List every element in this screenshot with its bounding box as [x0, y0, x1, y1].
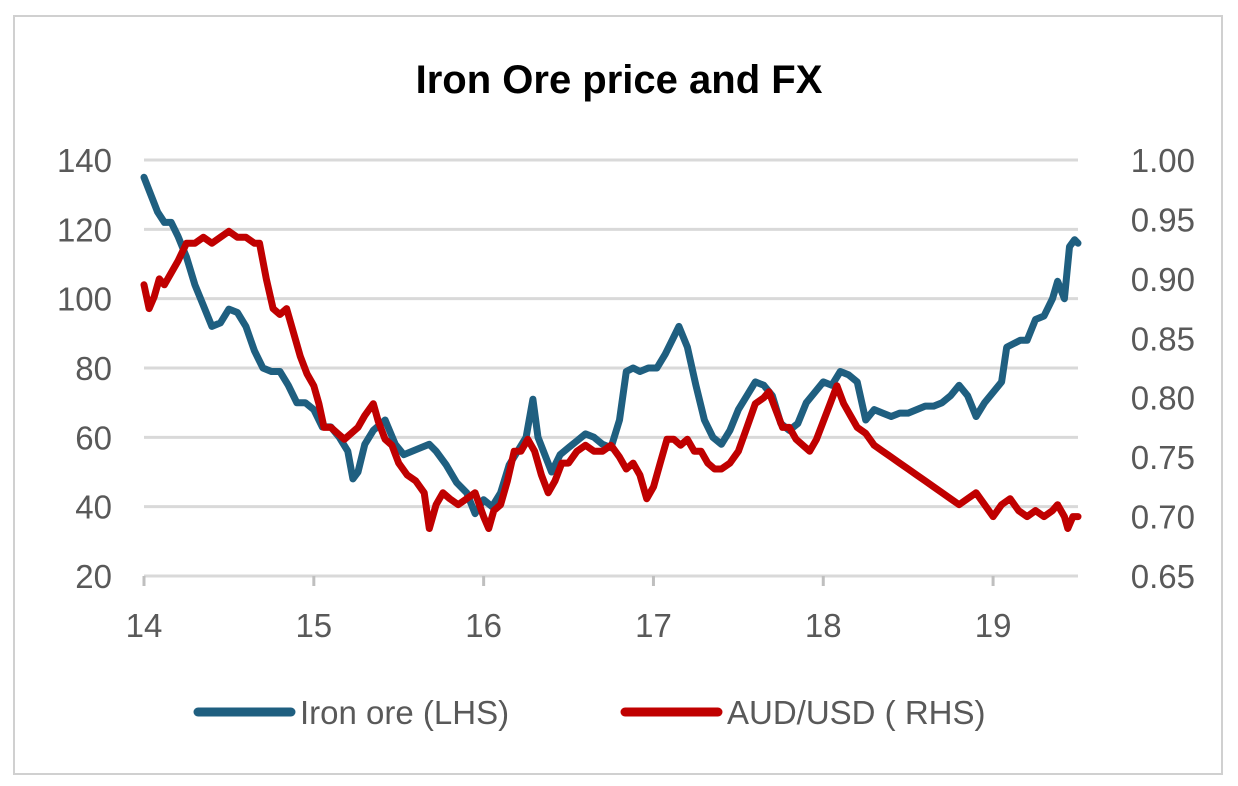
y-left-tick-label: 120 — [57, 211, 112, 248]
legend: Iron ore (LHS) AUD/USD ( RHS) — [193, 694, 986, 731]
y-left-tick-label: 40 — [75, 489, 112, 526]
series-line-iron-ore — [140, 173, 1082, 518]
x-tick-label: 18 — [805, 607, 842, 644]
chart-title: Iron Ore price and FX — [415, 58, 823, 102]
chart-frame — [13, 15, 1223, 775]
y-right-tick-label: 0.95 — [1131, 201, 1195, 238]
y-left-tick-label: 100 — [57, 281, 112, 318]
x-tick-label: 16 — [465, 607, 502, 644]
y-right-tick-label: 0.70 — [1131, 499, 1195, 536]
x-tick-marks — [142, 576, 995, 586]
y-left-tick-labels: 20 40 60 80 100 120 140 — [57, 142, 112, 595]
legend-label: Iron ore (LHS) — [300, 694, 509, 731]
y-left-tick-label: 60 — [75, 419, 112, 456]
y-left-tick-label: 140 — [57, 142, 112, 179]
y-right-tick-label: 0.65 — [1131, 558, 1195, 595]
series-layer — [140, 173, 1082, 532]
x-tick-labels: 14 15 16 17 18 19 — [126, 607, 1012, 644]
y-right-tick-labels: 0.65 0.70 0.75 0.80 0.85 0.90 0.95 1.00 — [1131, 142, 1195, 595]
x-tick-label: 15 — [295, 607, 332, 644]
y-right-tick-label: 0.90 — [1131, 261, 1195, 298]
y-right-tick-label: 0.85 — [1131, 320, 1195, 357]
y-right-tick-label: 0.75 — [1131, 439, 1195, 476]
y-right-tick-label: 0.80 — [1131, 380, 1195, 417]
y-left-tick-label: 80 — [75, 350, 112, 387]
x-tick-label: 14 — [126, 607, 163, 644]
series-line-aud-usd — [140, 227, 1082, 532]
legend-label: AUD/USD ( RHS) — [727, 694, 986, 731]
y-left-tick-label: 20 — [75, 558, 112, 595]
gridlines — [144, 158, 1078, 509]
x-tick-label: 17 — [635, 607, 672, 644]
y-right-tick-label: 1.00 — [1131, 142, 1195, 179]
x-tick-label: 19 — [975, 607, 1012, 644]
